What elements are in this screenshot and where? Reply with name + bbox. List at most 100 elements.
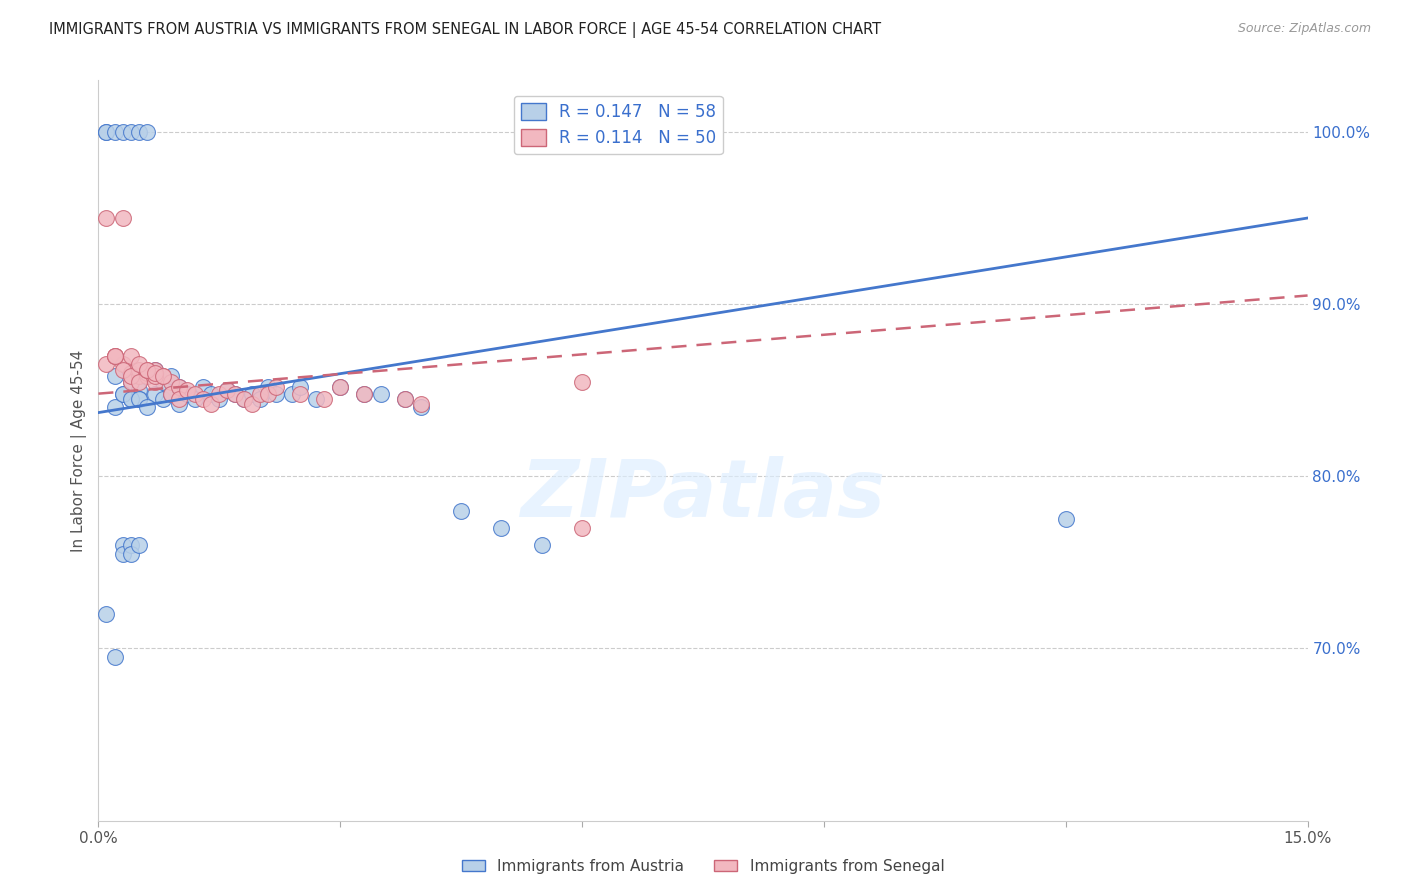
Point bbox=[111, 357, 134, 371]
Point bbox=[128, 392, 150, 406]
Point bbox=[167, 380, 190, 394]
Point bbox=[288, 386, 311, 401]
Point bbox=[96, 357, 118, 371]
Point bbox=[184, 392, 207, 406]
Point bbox=[224, 386, 246, 401]
Text: IMMIGRANTS FROM AUSTRIA VS IMMIGRANTS FROM SENEGAL IN LABOR FORCE | AGE 45-54 CO: IMMIGRANTS FROM AUSTRIA VS IMMIGRANTS FR… bbox=[49, 22, 882, 38]
Point bbox=[224, 386, 246, 401]
Point bbox=[120, 366, 142, 380]
Point bbox=[103, 650, 125, 665]
Point bbox=[409, 401, 432, 415]
Point bbox=[135, 369, 157, 384]
Point bbox=[103, 349, 125, 363]
Point bbox=[143, 369, 166, 384]
Point bbox=[120, 375, 142, 389]
Point bbox=[135, 366, 157, 380]
Point bbox=[111, 362, 134, 376]
Point bbox=[394, 392, 416, 406]
Point bbox=[176, 383, 198, 397]
Point bbox=[200, 386, 222, 401]
Point bbox=[111, 538, 134, 552]
Legend: R = 0.147   N = 58, R = 0.114   N = 50: R = 0.147 N = 58, R = 0.114 N = 50 bbox=[515, 96, 723, 154]
Point bbox=[120, 375, 142, 389]
Point bbox=[111, 547, 134, 561]
Point bbox=[103, 369, 125, 384]
Point bbox=[329, 380, 352, 394]
Point bbox=[103, 349, 125, 363]
Point bbox=[120, 547, 142, 561]
Point bbox=[450, 504, 472, 518]
Point bbox=[193, 392, 215, 406]
Point bbox=[160, 375, 183, 389]
Point bbox=[111, 125, 134, 139]
Text: Source: ZipAtlas.com: Source: ZipAtlas.com bbox=[1237, 22, 1371, 36]
Point bbox=[370, 386, 392, 401]
Point bbox=[111, 386, 134, 401]
Point bbox=[353, 386, 375, 401]
Point bbox=[217, 383, 239, 397]
Point bbox=[143, 375, 166, 389]
Point bbox=[530, 538, 553, 552]
Point bbox=[240, 397, 263, 411]
Point bbox=[96, 125, 118, 139]
Point bbox=[167, 392, 190, 406]
Point bbox=[120, 369, 142, 384]
Point bbox=[135, 401, 157, 415]
Point bbox=[232, 392, 254, 406]
Point bbox=[120, 349, 142, 363]
Point bbox=[256, 380, 278, 394]
Point bbox=[143, 362, 166, 376]
Point bbox=[135, 125, 157, 139]
Point bbox=[249, 392, 271, 406]
Text: ZIPatlas: ZIPatlas bbox=[520, 456, 886, 534]
Point bbox=[103, 401, 125, 415]
Point bbox=[314, 392, 336, 406]
Point bbox=[232, 392, 254, 406]
Point bbox=[264, 380, 287, 394]
Point bbox=[120, 125, 142, 139]
Point bbox=[167, 397, 190, 411]
Point bbox=[256, 386, 278, 401]
Point bbox=[96, 125, 118, 139]
Point bbox=[135, 369, 157, 384]
Point bbox=[571, 521, 593, 535]
Point bbox=[152, 369, 174, 384]
Point bbox=[281, 386, 304, 401]
Point bbox=[571, 375, 593, 389]
Point bbox=[200, 397, 222, 411]
Point bbox=[120, 392, 142, 406]
Point bbox=[128, 357, 150, 371]
Point bbox=[249, 386, 271, 401]
Point bbox=[1054, 512, 1077, 526]
Point bbox=[160, 369, 183, 384]
Point bbox=[167, 380, 190, 394]
Point bbox=[111, 211, 134, 225]
Point bbox=[491, 521, 513, 535]
Point bbox=[152, 369, 174, 384]
Point bbox=[329, 380, 352, 394]
Point bbox=[394, 392, 416, 406]
Point bbox=[160, 386, 183, 401]
Point bbox=[152, 392, 174, 406]
Point bbox=[103, 125, 125, 139]
Point bbox=[128, 383, 150, 397]
Point bbox=[305, 392, 328, 406]
Point bbox=[193, 380, 215, 394]
Point bbox=[128, 375, 150, 389]
Point bbox=[217, 383, 239, 397]
Y-axis label: In Labor Force | Age 45-54: In Labor Force | Age 45-54 bbox=[72, 350, 87, 551]
Point bbox=[208, 386, 231, 401]
Point bbox=[288, 380, 311, 394]
Legend: Immigrants from Austria, Immigrants from Senegal: Immigrants from Austria, Immigrants from… bbox=[456, 853, 950, 880]
Point bbox=[264, 386, 287, 401]
Point bbox=[128, 369, 150, 384]
Point bbox=[128, 125, 150, 139]
Point bbox=[184, 386, 207, 401]
Point bbox=[96, 607, 118, 621]
Point bbox=[96, 211, 118, 225]
Point bbox=[143, 366, 166, 380]
Point bbox=[128, 538, 150, 552]
Point bbox=[208, 392, 231, 406]
Point bbox=[128, 392, 150, 406]
Point bbox=[353, 386, 375, 401]
